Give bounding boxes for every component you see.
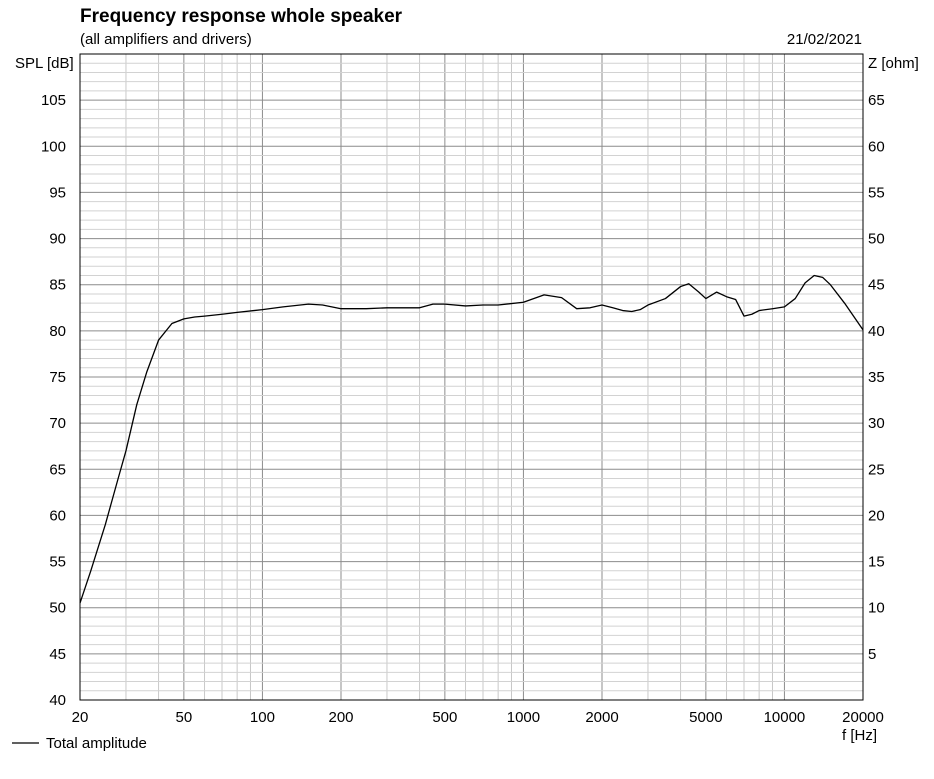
y-tick-label-right: 60: [868, 138, 885, 155]
y-tick-label-left: 50: [49, 600, 66, 617]
x-tick-label: 50: [176, 709, 193, 726]
y-tick-label-left: 55: [49, 554, 66, 571]
y-tick-label-left: 40: [49, 692, 66, 709]
y-tick-label-right: 20: [868, 507, 885, 524]
y-tick-label-right: 5: [868, 646, 876, 663]
y-tick-label-left: 100: [41, 138, 66, 155]
series-line-total-amplitude: [79, 274, 864, 604]
y-tick-label-left: 80: [49, 323, 66, 340]
x-tick-label: 5000: [689, 709, 722, 726]
y-tick-label-left: 60: [49, 507, 66, 524]
x-tick-label: 2000: [585, 709, 618, 726]
y-tick-label-left: 65: [49, 461, 66, 478]
x-tick-label: 20000: [842, 709, 884, 726]
chart-title: Frequency response whole speaker: [80, 6, 403, 27]
y-tick-label-left: 90: [49, 231, 66, 248]
y-tick-label-left: 45: [49, 646, 66, 663]
x-tick-label: 1000: [507, 709, 540, 726]
x-tick-label: 100: [250, 709, 275, 726]
y-tick-label-right: 65: [868, 92, 885, 109]
y-tick-label-right: 40: [868, 323, 885, 340]
y-tick-label-right: 25: [868, 461, 885, 478]
x-tick-label: 500: [432, 709, 457, 726]
y-axis-left-label: SPL [dB]: [15, 55, 74, 72]
chart-date: 21/02/2021: [787, 31, 862, 48]
y-axis-right-label: Z [ohm]: [868, 55, 919, 72]
plot-grid: [80, 54, 863, 700]
y-tick-label-right: 30: [868, 415, 885, 432]
y-tick-label-right: 15: [868, 554, 885, 571]
x-tick-label: 20: [72, 709, 89, 726]
y-tick-label-right: 55: [868, 184, 885, 201]
y-tick-label-left: 95: [49, 184, 66, 201]
y-tick-label-right: 35: [868, 369, 885, 386]
y-tick-label-left: 85: [49, 277, 66, 294]
plot-frame: [79, 53, 864, 701]
y-axis-right-ticks: 65 60 55 50 45 40 35 30 25 20 15 10 5: [868, 92, 885, 663]
x-axis-label: f [Hz]: [842, 727, 877, 744]
y-axis-left-ticks: 105 100 95 90 85 80 75 70 65 60 55 50 45 40: [41, 92, 66, 709]
chart-subtitle: (all amplifiers and drivers): [80, 31, 252, 48]
y-tick-label-right: 50: [868, 231, 885, 248]
y-tick-label-right: 45: [868, 277, 885, 294]
x-axis-ticks: 20 50 100 200 500 1000 2000 5000 10000 20000: [72, 709, 884, 726]
legend-label-total-amplitude: Total amplitude: [46, 735, 147, 752]
y-tick-label-left: 105: [41, 92, 66, 109]
y-tick-label-right: 10: [868, 600, 885, 617]
series-group: [79, 274, 864, 604]
x-tick-label: 10000: [764, 709, 806, 726]
legend: Total amplitude: [12, 735, 147, 752]
y-tick-label-left: 70: [49, 415, 66, 432]
y-tick-label-left: 75: [49, 369, 66, 386]
x-tick-label: 200: [328, 709, 353, 726]
